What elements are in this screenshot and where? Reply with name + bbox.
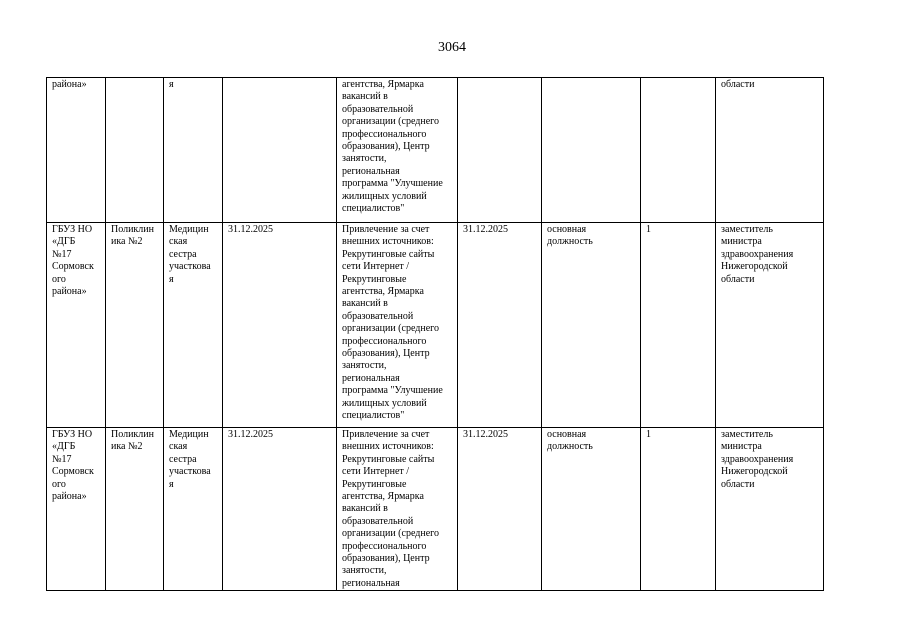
cell-responsible: заместитель министра здравоохранения Ниж… [715, 426, 824, 592]
cell-date2: 31.12.2025 [457, 426, 542, 592]
cell-position: Медицин ская сестра участкова я [163, 426, 223, 592]
cell-date2: 31.12.2025 [457, 222, 542, 428]
cell-count: 1 [640, 426, 716, 592]
cell-unit: Поликлин ика №2 [105, 222, 164, 428]
cell-count [640, 77, 716, 223]
cell-org: ГБУЗ НО «ДГБ №17 Сормовск ого района» [46, 222, 106, 428]
cell-responsible: области [715, 77, 824, 223]
table-row: района» я агентства, Ярмарка вакансий в об… [46, 77, 824, 223]
cell-date1: 31.12.2025 [222, 222, 337, 428]
cell-method: Привлечение за счет внешних источников: … [336, 426, 458, 592]
table-row: ГБУЗ НО «ДГБ №17 Сормовск ого района» Пол… [46, 222, 824, 428]
cell-count: 1 [640, 222, 716, 428]
cell-position: я [163, 77, 223, 223]
cell-type: основная должность [541, 426, 641, 592]
cell-org: ГБУЗ НО «ДГБ №17 Сормовск ого района» [46, 426, 106, 592]
cell-date1 [222, 77, 337, 223]
cell-date2 [457, 77, 542, 223]
cell-unit [105, 77, 164, 223]
page-number: 3064 [438, 40, 466, 55]
cell-method: Привлечение за счет внешних источников: … [336, 222, 458, 428]
cell-responsible: заместитель министра здравоохранения Ниж… [715, 222, 824, 428]
cell-type [541, 77, 641, 223]
staffing-table: района» я агентства, Ярмарка вакансий в об… [46, 77, 824, 592]
cell-method: агентства, Ярмарка вакансий в образовате… [336, 77, 458, 223]
cell-type: основная должность [541, 222, 641, 428]
cell-unit: Поликлин ика №2 [105, 426, 164, 592]
cell-position: Медицин ская сестра участкова я [163, 222, 223, 428]
cell-org: района» [46, 77, 106, 223]
cell-date1: 31.12.2025 [222, 426, 337, 592]
table-row: ГБУЗ НО «ДГБ №17 Сормовск ого района» Пол… [46, 426, 824, 592]
